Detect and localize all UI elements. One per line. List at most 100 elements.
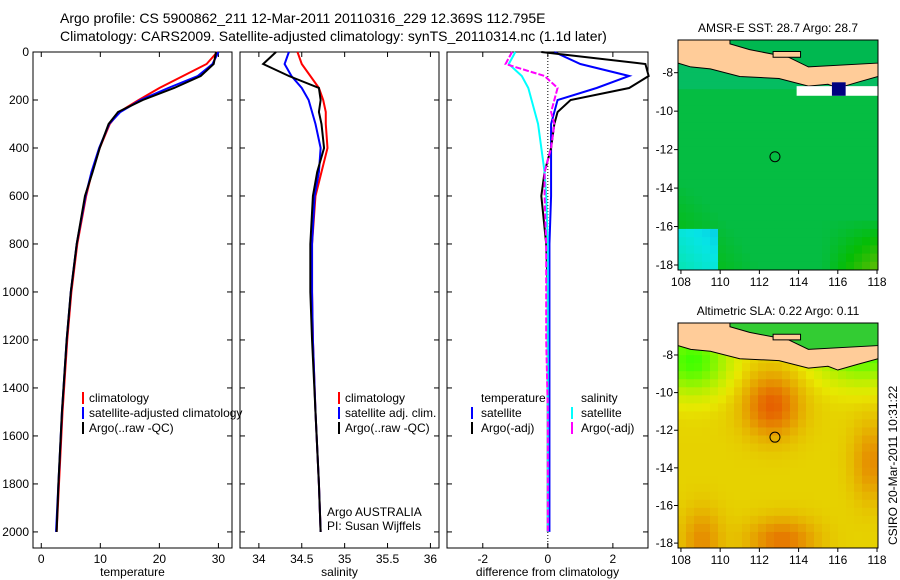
map-cell [822,443,831,453]
map-cell [782,146,791,156]
map-cell [750,261,759,271]
map-cell [718,403,727,412]
map-cell [806,395,815,404]
map-cell [734,451,743,461]
map-cell [822,237,831,246]
map-cell [718,387,727,396]
map-cell [742,163,751,172]
map-cell [798,499,807,509]
map-cell [782,196,791,205]
map-cell [790,363,799,372]
argo-position-marker [769,431,781,443]
map-cell [846,531,855,541]
map-cell [758,363,767,372]
map-cell [718,379,727,388]
map-cell [758,163,767,172]
map-cell [742,483,751,493]
map-cell [782,443,791,453]
x-tick-label: 110 [711,275,730,289]
x-tick-label: 10 [94,552,108,566]
map-cell [686,171,695,181]
map-cell [718,427,727,436]
map-cell [694,245,703,255]
map-cell [702,459,711,469]
map-cell [814,451,823,461]
map-cell [686,245,695,255]
map-cell [774,171,783,181]
map-cell [798,146,807,156]
map-cell [782,179,791,189]
map-cell [790,130,799,140]
map-cell [774,523,783,533]
map-cell [694,355,703,364]
map-cell [846,491,855,501]
map-cell [790,212,799,222]
map-cell [734,395,743,404]
map-cell [854,499,863,509]
map-cell [710,459,719,469]
map-cell [814,97,823,107]
map-cell [678,523,687,533]
map-cell [702,483,711,493]
map-cell [798,403,807,412]
map-cell [726,130,735,140]
map-cell [758,419,767,428]
map-cell [774,483,783,493]
map-cell [694,523,703,533]
map-cell [742,187,751,197]
map-cell [870,371,879,380]
map-cell [726,371,735,380]
map-cell [710,507,719,517]
map-cell [694,363,703,372]
map-cell [854,97,863,107]
map-cell [790,387,799,396]
map-cell [806,163,815,172]
map-cell [718,451,727,461]
map-cell [766,371,775,380]
legend-label: Argo(-adj) [581,421,634,435]
map-cell [766,395,775,404]
map-cell [790,237,799,246]
map-cell [806,138,815,148]
map-cell [830,245,839,255]
map-cell [710,97,719,107]
map-cell [742,105,751,115]
map-cell [806,196,815,205]
map-cell [694,411,703,420]
map-cell [782,105,791,115]
map-cell [790,261,799,271]
legend-swatch [82,392,84,404]
map-cell [846,411,855,420]
map-cell [862,459,871,469]
map-cell [790,403,799,412]
x-tick-label: 0 [544,552,551,566]
map-cell [798,427,807,436]
difference-xlabel: difference from climatology [476,565,619,579]
map-cell [830,146,839,156]
map-cell [782,403,791,412]
map-cell [710,228,719,238]
map-cell [686,72,695,82]
map-cell [750,179,759,189]
map-cell [870,97,879,107]
map-cell [686,122,695,131]
legend-label: Argo(..raw -QC) [89,421,174,435]
map-cell [798,363,807,372]
map-cell [798,515,807,525]
map-cell [838,261,847,271]
map-cell [694,163,703,172]
map-cell [702,245,711,255]
map-cell [678,467,687,477]
map-cell [718,443,727,453]
map-cell [790,483,799,493]
map-cell [766,531,775,541]
map-cell [806,539,815,549]
x-tick-label: 34.5 [290,552,314,566]
map-cell [710,113,719,123]
map-cell [774,507,783,517]
map-cell [758,245,767,255]
map-cell [782,451,791,461]
map-cell [750,475,759,485]
map-cell [710,539,719,549]
map-cell [718,138,727,148]
